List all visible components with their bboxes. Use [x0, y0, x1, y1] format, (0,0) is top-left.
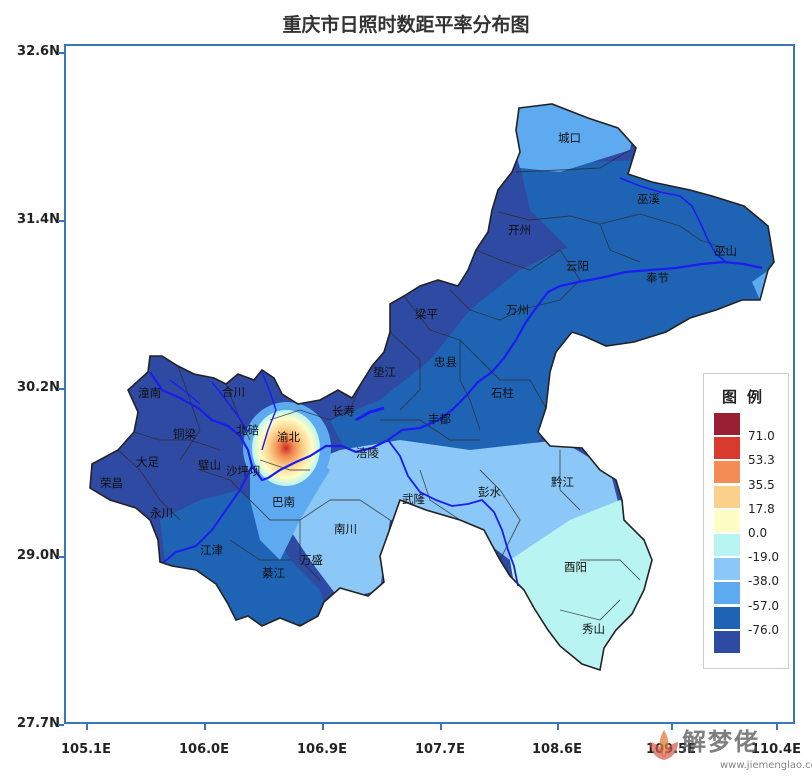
map-title: 重庆市日照时数距平率分布图: [282, 14, 530, 36]
place-label: 渝北: [277, 430, 300, 444]
y-tick-mark: [58, 52, 64, 54]
legend-value: -19.0: [748, 550, 780, 565]
y-tick-mark: [58, 388, 64, 390]
legend-value: -76.0: [748, 622, 780, 637]
legend-swatch: [713, 484, 741, 509]
place-label: 永川: [150, 506, 173, 520]
place-label: 垫江: [373, 365, 396, 379]
lotus-logo-icon: [650, 730, 678, 760]
place-label: 江津: [200, 543, 223, 557]
place-label: 长寿: [332, 404, 355, 418]
place-label: 石柱: [491, 386, 514, 400]
place-label: 忠县: [434, 355, 457, 369]
legend-value: -57.0: [748, 598, 780, 613]
legend-value: 35.5: [748, 477, 775, 492]
place-label: 潼南: [138, 386, 161, 400]
legend-swatch: [713, 508, 741, 533]
legend-value: 0.0: [748, 526, 768, 540]
place-label: 黔江: [551, 475, 574, 489]
legend-value: -38.0: [748, 574, 780, 589]
place-label: 大足: [136, 455, 159, 469]
legend-swatch: [713, 581, 741, 606]
place-labels: 城口 巫溪 巫山 开州 云阳 奉节 梁平 万州 忠县 垫江 石柱 长寿 丰都 潼…: [100, 131, 737, 636]
y-tick-mark: [58, 724, 64, 726]
x-tick-label: 107.7E: [414, 742, 465, 757]
place-label: 巫溪: [637, 192, 660, 206]
rivers: [149, 177, 763, 587]
place-label: 巴南: [272, 495, 295, 509]
y-tick-label: 32.6N: [17, 44, 60, 59]
district-borders: [117, 149, 731, 621]
legend-value: 17.8: [748, 501, 775, 516]
place-label: 武隆: [402, 492, 425, 506]
place-label: 綦江: [262, 566, 285, 580]
place-label: 万盛: [300, 553, 323, 567]
x-tick-mark: [204, 724, 206, 730]
legend-swatch: [713, 629, 741, 654]
place-label: 开州: [508, 223, 531, 237]
x-tick-mark: [557, 724, 559, 730]
legend-swatch: [713, 605, 741, 630]
x-tick-label: 108.6E: [531, 742, 582, 757]
legend-value: 71.0: [748, 429, 775, 444]
watermark-url: www.jiemenglao.com: [720, 760, 812, 771]
legend-swatch: [713, 557, 741, 582]
x-tick-mark: [776, 724, 778, 730]
x-tick-label: 106.0E: [178, 742, 229, 757]
legend-swatch: [713, 436, 741, 461]
x-tick-mark: [440, 724, 442, 730]
y-tick-mark: [58, 556, 64, 558]
place-label: 璧山: [198, 458, 221, 472]
legend-swatch: [713, 412, 741, 436]
place-label: 铜梁: [173, 427, 196, 441]
legend: 图例 71.0 53.3 35.5 17.8 0.0 -19.0 -38.0 -57.0 -76…: [703, 373, 789, 669]
x-tick-label: 105.1E: [60, 742, 111, 757]
place-label: 酉阳: [564, 560, 587, 574]
legend-title: 图例: [721, 388, 772, 406]
y-tick-label: 31.4N: [17, 212, 60, 227]
y-tick-label: 30.2N: [17, 380, 60, 395]
place-label: 彭水: [478, 485, 501, 499]
place-label: 沙坪坝: [226, 464, 261, 478]
x-tick-mark: [322, 724, 324, 730]
place-label: 城口: [558, 131, 581, 145]
place-label: 合川: [222, 385, 245, 399]
place-label: 梁平: [415, 307, 438, 321]
y-tick-label: 27.7N: [17, 716, 60, 731]
watermark: 解梦佬 www.jiemenglao.com: [642, 718, 812, 780]
place-label: 北碚: [236, 423, 259, 437]
x-tick-label: 106.9E: [296, 742, 347, 757]
place-label: 荣昌: [100, 476, 123, 490]
y-tick-label: 29.0N: [17, 548, 60, 563]
legend-swatch: [713, 533, 741, 557]
place-label: 丰都: [428, 412, 451, 426]
legend-value: 53.3: [748, 453, 775, 468]
place-label: 奉节: [646, 271, 669, 285]
x-tick-mark: [86, 724, 88, 730]
place-label: 涪陵: [356, 446, 379, 460]
legend-swatch: [713, 460, 741, 485]
y-tick-mark: [58, 220, 64, 222]
x-tick-mark: [671, 724, 673, 730]
place-label: 南川: [334, 522, 357, 536]
x-tick-label: 110.4E: [750, 742, 801, 757]
place-label: 秀山: [582, 622, 605, 636]
place-label: 云阳: [566, 259, 589, 273]
watermark-brand: 解梦佬: [682, 728, 760, 756]
place-label: 万州: [506, 303, 529, 317]
place-label: 巫山: [714, 244, 737, 258]
